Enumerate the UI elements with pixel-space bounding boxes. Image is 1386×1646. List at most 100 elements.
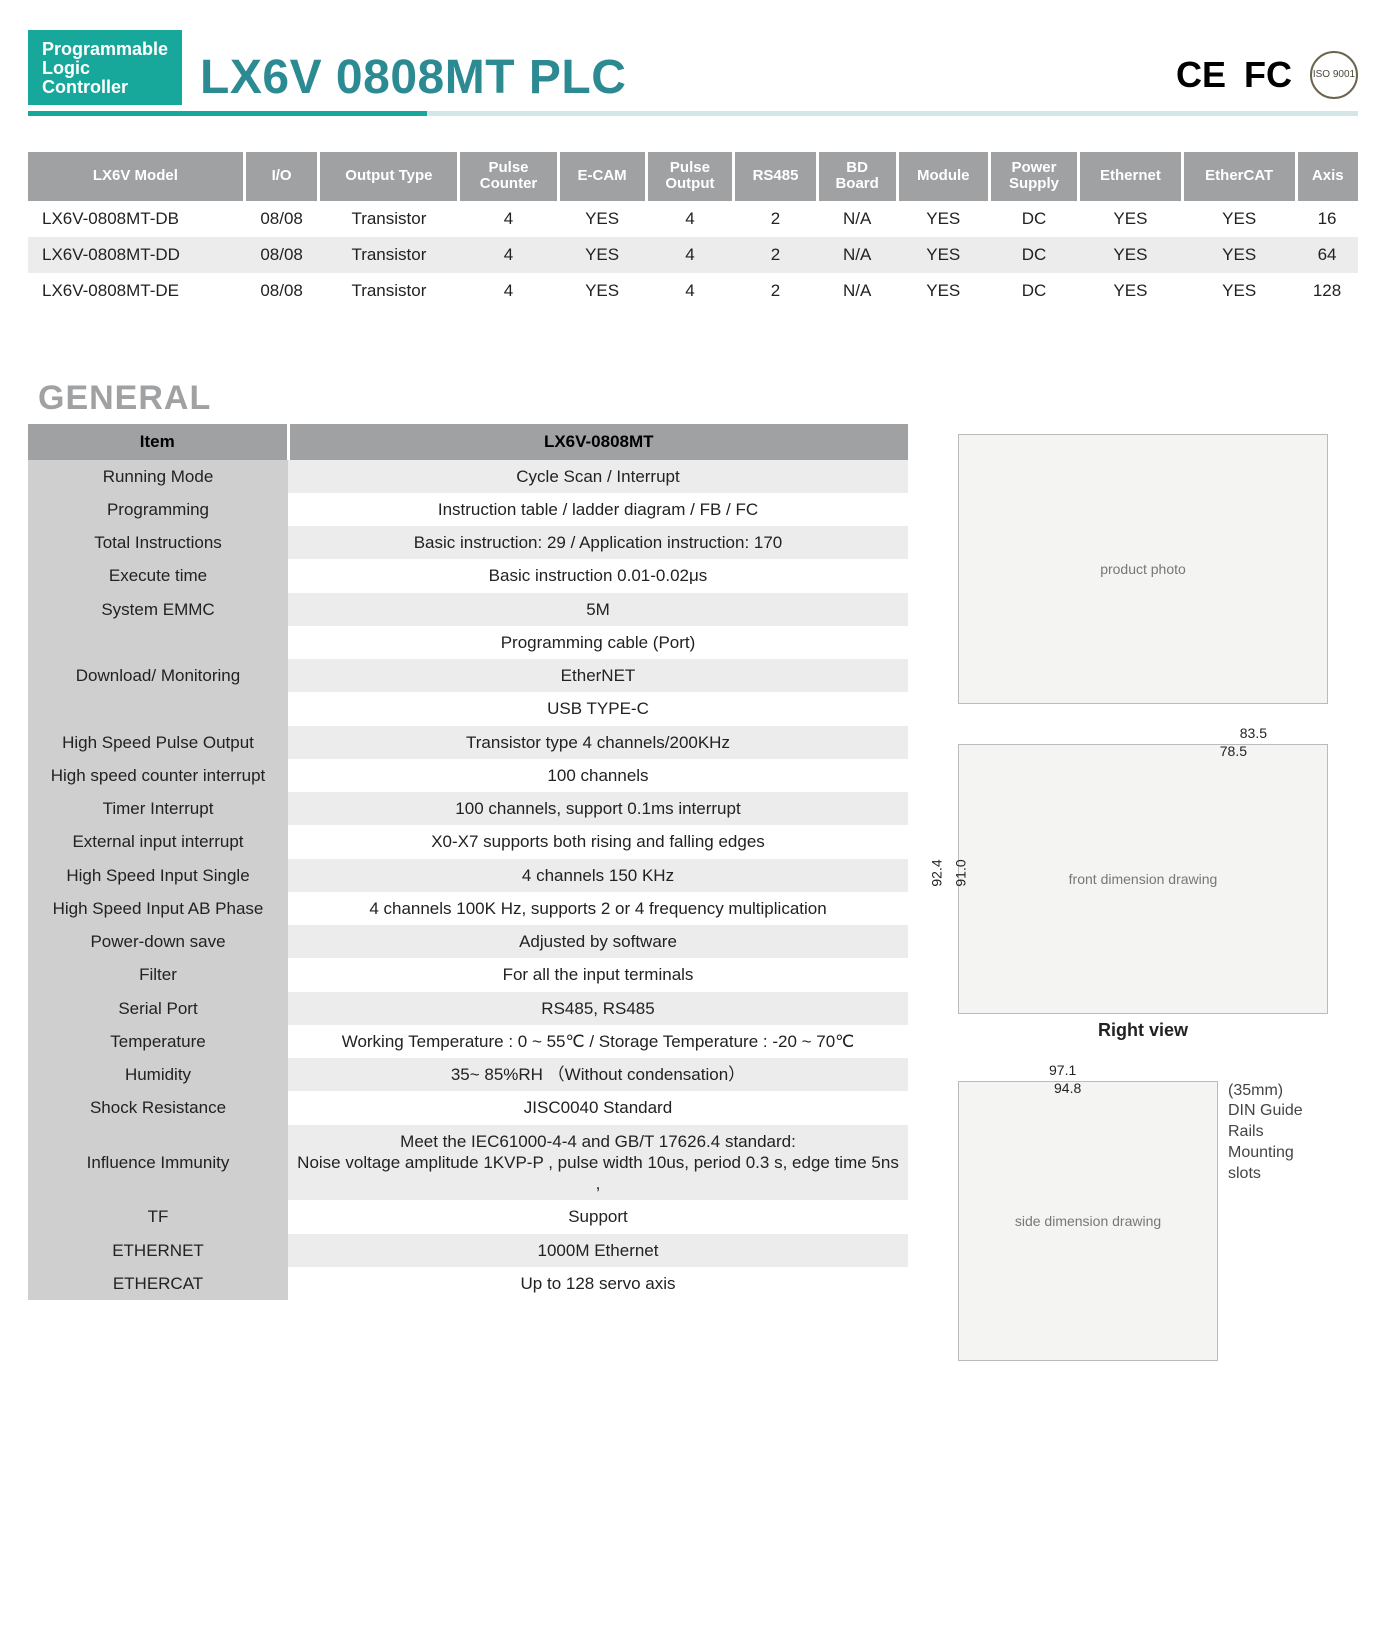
spec-label: Timer Interrupt [28, 792, 288, 825]
table-cell: YES [897, 237, 989, 273]
side-note: (35mm) DIN Guide Rails Mounting slots [1228, 1081, 1328, 1185]
spec-label: Download/ Monitoring [28, 626, 288, 726]
spec-label: ETHERCAT [28, 1267, 288, 1300]
models-col-header: Output Type [319, 152, 459, 201]
product-photo: product photo [958, 434, 1328, 704]
table-cell: 64 [1296, 237, 1358, 273]
table-cell: 4 [459, 201, 558, 237]
spec-value: Support [288, 1200, 908, 1233]
spec-value: 4 channels 150 KHz [288, 859, 908, 892]
drawing-caption: Right view [958, 1020, 1328, 1041]
table-row: ETHERCATUp to 128 servo axis [28, 1267, 908, 1300]
section-title-general: GENERAL [38, 379, 1358, 418]
tag-line: Programmable [42, 40, 168, 59]
drawing-placeholder: side dimension drawing [1015, 1213, 1161, 1229]
table-cell: 16 [1296, 201, 1358, 237]
side-drawing: side dimension drawing 97.1 94.8 [958, 1081, 1218, 1361]
drawing-placeholder: front dimension drawing [1069, 871, 1218, 887]
table-row: TemperatureWorking Temperature : 0 ~ 55℃… [28, 1025, 908, 1058]
right-column: product photo front dimension drawing 83… [958, 424, 1328, 1361]
spec-label: Shock Resistance [28, 1091, 288, 1124]
table-row: High Speed Pulse OutputTransistor type 4… [28, 726, 908, 759]
spec-label: High Speed Pulse Output [28, 726, 288, 759]
models-col-header: EtherCAT [1182, 152, 1296, 201]
spec-label: Total Instructions [28, 526, 288, 559]
models-col-header: Module [897, 152, 989, 201]
header-divider [28, 111, 1358, 116]
table-cell: DC [989, 273, 1078, 309]
front-drawing: front dimension drawing 83.5 78.5 92.4 9… [958, 744, 1328, 1014]
spec-label: Programming [28, 493, 288, 526]
spec-label: Humidity [28, 1058, 288, 1091]
spec-value: Up to 128 servo axis [288, 1267, 908, 1300]
table-cell: DC [989, 201, 1078, 237]
spec-value: JISC0040 Standard [288, 1091, 908, 1124]
general-header-model: LX6V-0808MT [288, 424, 908, 460]
models-col-header: PulseCounter [459, 152, 558, 201]
iso-badge-icon: ISO 9001 [1310, 51, 1358, 99]
spec-value: 35~ 85%RH （Without condensation） [288, 1058, 908, 1091]
table-row: High speed counter interrupt100 channels [28, 759, 908, 792]
spec-value: 100 channels [288, 759, 908, 792]
spec-label: Power-down save [28, 925, 288, 958]
spec-value: 4 channels 100K Hz, supports 2 or 4 freq… [288, 892, 908, 925]
table-cell: Transistor [319, 273, 459, 309]
spec-label: High speed counter interrupt [28, 759, 288, 792]
table-row: Running ModeCycle Scan / Interrupt [28, 460, 908, 493]
table-cell: YES [1078, 201, 1182, 237]
general-header-item: Item [28, 424, 288, 460]
table-cell: YES [897, 201, 989, 237]
models-col-header: LX6V Model [28, 152, 244, 201]
ce-badge-icon: CE [1176, 54, 1226, 96]
table-row: ProgrammingInstruction table / ladder di… [28, 493, 908, 526]
table-cell: N/A [817, 273, 897, 309]
table-row: Power-down saveAdjusted by software [28, 925, 908, 958]
table-cell: 4 [646, 237, 734, 273]
spec-label: Running Mode [28, 460, 288, 493]
spec-value: Adjusted by software [288, 925, 908, 958]
table-row: Total InstructionsBasic instruction: 29 … [28, 526, 908, 559]
side-note-line: Mounting slots [1228, 1143, 1328, 1185]
table-cell: LX6V-0808MT-DB [28, 201, 244, 237]
models-col-header: PowerSupply [989, 152, 1078, 201]
table-cell: YES [558, 201, 646, 237]
spec-value: 5M [288, 593, 908, 626]
models-table: LX6V ModelI/OOutput TypePulseCounterE-CA… [28, 152, 1358, 309]
table-row: FilterFor all the input terminals [28, 958, 908, 991]
table-cell: YES [1182, 237, 1296, 273]
spec-label: System EMMC [28, 593, 288, 626]
table-row: High Speed Input Single4 channels 150 KH… [28, 859, 908, 892]
spec-label: Influence Immunity [28, 1125, 288, 1201]
table-cell: DC [989, 237, 1078, 273]
table-row: TFSupport [28, 1200, 908, 1233]
table-row: Execute timeBasic instruction 0.01-0.02μ… [28, 559, 908, 592]
spec-value: Cycle Scan / Interrupt [288, 460, 908, 493]
table-cell: N/A [817, 237, 897, 273]
spec-value: USB TYPE-C [288, 692, 908, 725]
models-col-header: Ethernet [1078, 152, 1182, 201]
table-cell: 4 [646, 273, 734, 309]
table-cell: 08/08 [244, 273, 319, 309]
table-cell: 4 [459, 273, 558, 309]
dim-label: 92.4 [929, 859, 945, 886]
table-cell: LX6V-0808MT-DE [28, 273, 244, 309]
general-table: Item LX6V-0808MT Running ModeCycle Scan … [28, 424, 908, 1301]
tag-line: Controller [42, 78, 168, 97]
dim-label: 83.5 [1240, 725, 1267, 741]
table-row: LX6V-0808MT-DD08/08Transistor4YES42N/AYE… [28, 237, 1358, 273]
models-col-header: E-CAM [558, 152, 646, 201]
table-row: LX6V-0808MT-DE08/08Transistor4YES42N/AYE… [28, 273, 1358, 309]
spec-value: RS485, RS485 [288, 992, 908, 1025]
table-cell: YES [897, 273, 989, 309]
table-cell: YES [1182, 201, 1296, 237]
spec-value: Basic instruction: 29 / Application inst… [288, 526, 908, 559]
spec-label: High Speed Input Single [28, 859, 288, 892]
table-cell: 2 [734, 237, 817, 273]
dim-label: 94.8 [1054, 1080, 1081, 1096]
spec-label: TF [28, 1200, 288, 1233]
side-note-line: DIN Guide Rails [1228, 1101, 1328, 1143]
table-cell: 2 [734, 201, 817, 237]
cert-badges: CE FC ISO 9001 [1176, 51, 1358, 105]
table-cell: 128 [1296, 273, 1358, 309]
table-row: Influence ImmunityMeet the IEC61000-4-4 … [28, 1125, 908, 1201]
